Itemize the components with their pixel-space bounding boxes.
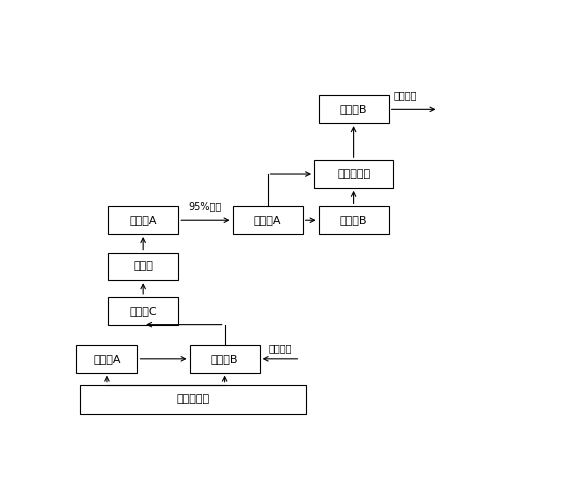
Text: 无水乙醇: 无水乙醇	[393, 90, 417, 100]
Text: 脱水塔: 脱水塔	[133, 262, 153, 271]
Text: 乙醇原料: 乙醇原料	[269, 343, 292, 353]
Text: 冷凝器B: 冷凝器B	[340, 104, 367, 114]
Bar	[318, 96, 389, 123]
Bar	[108, 206, 178, 234]
Text: 加热器A: 加热器A	[254, 215, 281, 225]
Bar	[80, 384, 306, 414]
Text: 95%乙醇: 95%乙醇	[189, 201, 222, 211]
Text: 加热器C: 加热器C	[129, 306, 157, 316]
Bar	[108, 297, 178, 324]
Text: 温度控制器: 温度控制器	[176, 395, 210, 405]
Bar	[314, 160, 393, 188]
Bar	[232, 206, 303, 234]
Text: 冷凝器A: 冷凝器A	[130, 215, 157, 225]
Text: 应热槽A: 应热槽A	[93, 354, 121, 364]
Bar	[318, 206, 389, 234]
Bar	[108, 252, 178, 280]
Text: 乙醇蒸馏塔: 乙醇蒸馏塔	[337, 169, 370, 179]
Text: 加热器B: 加热器B	[340, 215, 367, 225]
Bar	[77, 345, 137, 372]
Bar	[190, 345, 260, 372]
Text: 加热槽B: 加热槽B	[211, 354, 238, 364]
